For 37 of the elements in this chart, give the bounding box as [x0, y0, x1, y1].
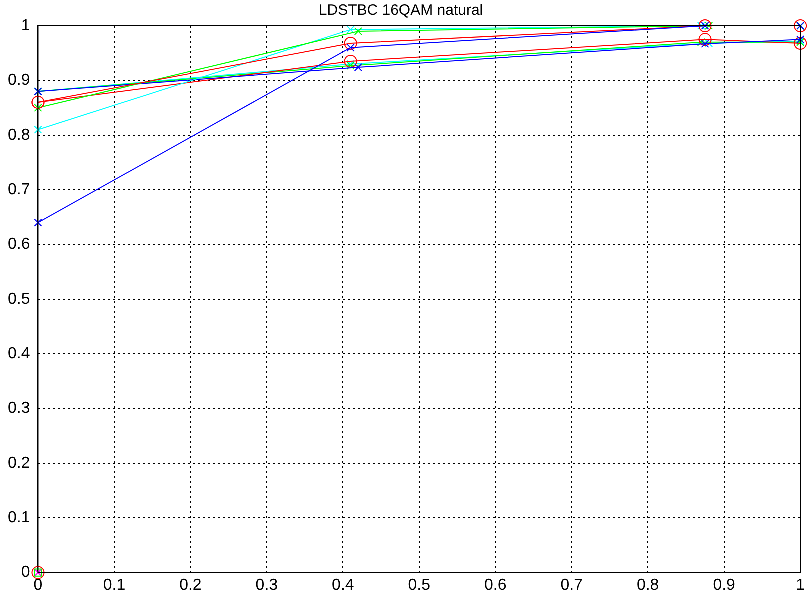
x-tick-label: 0.5 [408, 576, 431, 594]
y-tick-label: 0.9 [8, 72, 30, 90]
x-tick-label: 0 [34, 576, 43, 594]
point [354, 27, 362, 36]
point [701, 40, 710, 48]
point [794, 37, 808, 50]
y-tick-label: 1 [21, 17, 30, 34]
x-tick-label: 0.3 [256, 576, 278, 594]
y-tick-label: 0.1 [8, 510, 30, 527]
chart-title: LDSTBC 16QAM natural [318, 2, 484, 20]
point [354, 64, 362, 72]
y-tick-label: 0.7 [8, 181, 30, 198]
point [344, 55, 358, 68]
x-tick-label: 0.6 [484, 576, 507, 594]
x-tick-label: 1 [796, 576, 806, 594]
y-tick-label: 0.5 [8, 290, 30, 308]
point [32, 566, 45, 580]
point [698, 20, 712, 32]
point [794, 20, 808, 32]
point [346, 26, 355, 34]
point [34, 104, 42, 112]
y-tick-label: 0.2 [8, 454, 30, 472]
y-tick-label: 0 [21, 564, 30, 582]
y-tick-label: 0.6 [8, 236, 30, 254]
point [34, 218, 42, 227]
x-tick-label: 0.7 [560, 576, 584, 594]
x-tick-label: 0.9 [713, 576, 736, 594]
x-tick-label: 0.2 [180, 576, 202, 594]
x-tick-label: 0.4 [332, 576, 354, 594]
y-tick-label: 0.4 [8, 345, 30, 362]
y-tick-label: 0.8 [8, 126, 30, 144]
x-tick-label: 0.8 [636, 576, 660, 594]
x-tick-label: 0.1 [103, 576, 126, 594]
point [34, 126, 42, 134]
point [344, 37, 358, 50]
point [698, 33, 712, 46]
y-tick-label: 0.3 [8, 400, 30, 418]
